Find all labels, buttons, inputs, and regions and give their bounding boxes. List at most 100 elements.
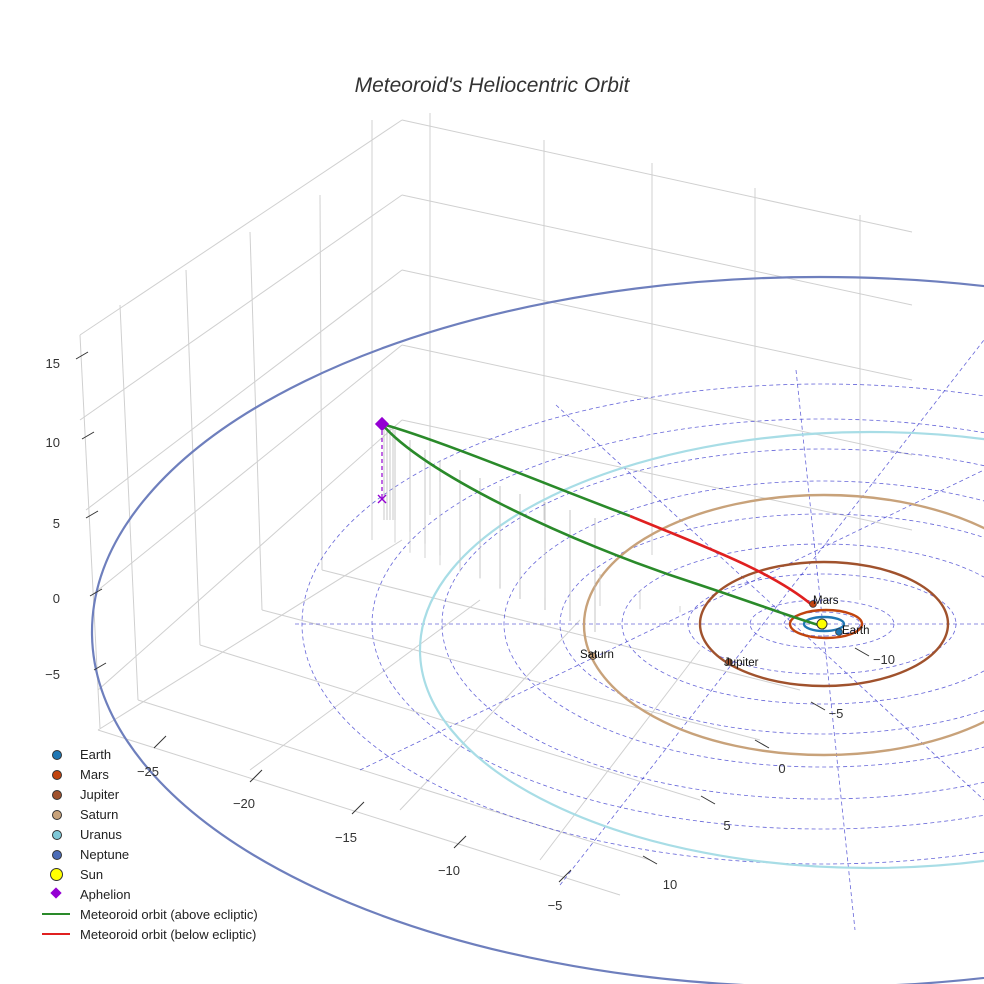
meteoroid-orbit bbox=[380, 422, 823, 632]
box-grid-line bbox=[401, 419, 913, 531]
legend-symbol bbox=[40, 764, 72, 784]
legend-symbol bbox=[40, 924, 72, 944]
legend-label: Mars bbox=[80, 766, 109, 782]
orbit-saturn bbox=[582, 493, 984, 757]
legend-label: Saturn bbox=[80, 806, 119, 822]
planet-orbits bbox=[91, 276, 984, 984]
x-tick-label: −5 bbox=[548, 898, 563, 913]
legend-item-aphelion[interactable]: Aphelion bbox=[40, 884, 258, 904]
box-grid-line bbox=[97, 539, 403, 731]
aphelion-marker bbox=[374, 416, 390, 432]
orbit-uranus bbox=[419, 430, 984, 870]
sun-marker bbox=[816, 618, 828, 630]
box-grid-line bbox=[199, 644, 701, 801]
x-tick-label: −10 bbox=[438, 863, 460, 878]
ecliptic-grid-ring bbox=[441, 448, 984, 800]
legend-item-earth[interactable]: Earth bbox=[40, 744, 258, 764]
z-tick-mark bbox=[85, 510, 99, 519]
y-tick-label: 0 bbox=[778, 761, 785, 776]
box-grid-line bbox=[401, 119, 913, 233]
axes-box bbox=[79, 113, 913, 896]
z-tick-label: −5 bbox=[45, 667, 60, 682]
legend-item-sun[interactable]: Sun bbox=[40, 864, 258, 884]
y-tick-label: 5 bbox=[723, 818, 730, 833]
chart-title: Meteoroid's Heliocentric Orbit bbox=[354, 74, 630, 97]
box-grid-line bbox=[321, 569, 801, 691]
x-tick-mark bbox=[153, 735, 167, 749]
z-tick-mark bbox=[81, 431, 95, 440]
legend-symbol bbox=[40, 824, 72, 844]
aphelion-projection-marker bbox=[377, 494, 387, 504]
meteoroid-orbit-below bbox=[629, 514, 813, 606]
markers: Earth Mars Jupiter Saturn bbox=[374, 416, 870, 669]
ecliptic-grid-spoke bbox=[559, 339, 984, 886]
ecliptic-grid bbox=[295, 339, 984, 931]
ecliptic-grid-spoke bbox=[555, 404, 984, 801]
x-tick-label: −15 bbox=[335, 830, 357, 845]
planet-label-earth: Earth bbox=[842, 625, 870, 637]
box-grid-line bbox=[79, 194, 403, 421]
legend-symbol bbox=[40, 884, 72, 904]
meteoroid-orbit-above bbox=[381, 422, 631, 518]
box-grid-line bbox=[249, 599, 481, 771]
planet-earth-marker bbox=[835, 628, 843, 636]
box-grid-line bbox=[91, 344, 403, 596]
meteoroid-orbit-above bbox=[380, 423, 823, 628]
y-tick-mark bbox=[854, 647, 870, 657]
box-grid-line bbox=[249, 231, 263, 611]
y-tick-mark bbox=[810, 701, 826, 711]
z-tick-mark bbox=[93, 662, 107, 671]
y-tick-mark bbox=[754, 739, 770, 749]
x-tick-label: −20 bbox=[233, 796, 255, 811]
y-tick-label: −10 bbox=[873, 652, 895, 667]
box-grid-line bbox=[97, 419, 403, 691]
legend-label: Jupiter bbox=[80, 786, 120, 802]
x-tick-mark bbox=[453, 835, 467, 849]
z-tick-label: 0 bbox=[53, 591, 60, 606]
legend-label: Uranus bbox=[80, 826, 122, 842]
z-tick-label: 10 bbox=[46, 435, 60, 450]
orbit-earth bbox=[802, 615, 846, 633]
z-tick-mark bbox=[89, 588, 103, 597]
x-tick-mark bbox=[558, 869, 572, 883]
box-grid-line bbox=[401, 194, 913, 306]
y-tick-label: −5 bbox=[829, 706, 844, 721]
legend-symbol bbox=[40, 804, 72, 824]
box-grid-line bbox=[97, 729, 621, 896]
ecliptic-grid-ring bbox=[783, 611, 861, 637]
legend-label: Aphelion bbox=[80, 886, 131, 902]
box-grid-line bbox=[85, 269, 403, 511]
y-tick-mark bbox=[700, 795, 716, 805]
legend-item-saturn[interactable]: Saturn bbox=[40, 804, 258, 824]
orbit-jupiter bbox=[698, 560, 950, 688]
box-grid-line bbox=[79, 119, 403, 336]
legend-item-meteoroid-orbit-below-ecliptic[interactable]: Meteoroid orbit (below ecliptic) bbox=[40, 924, 258, 944]
legend-symbol bbox=[40, 904, 72, 924]
legend-item-neptune[interactable]: Neptune bbox=[40, 844, 258, 864]
legend-symbol bbox=[40, 744, 72, 764]
legend-item-mars[interactable]: Mars bbox=[40, 764, 258, 784]
box-grid-line bbox=[399, 619, 581, 811]
box-grid-line bbox=[185, 269, 201, 646]
planet-saturn-marker bbox=[589, 652, 597, 660]
legend-label: Earth bbox=[80, 746, 112, 762]
legend-symbol bbox=[40, 864, 72, 884]
legend-symbol bbox=[40, 844, 72, 864]
legend-label: Meteoroid orbit (above ecliptic) bbox=[80, 906, 258, 922]
x-tick-label: −25 bbox=[137, 764, 159, 779]
box-grid-line bbox=[319, 194, 323, 571]
x-tick-mark bbox=[249, 769, 263, 783]
y-tick-label: 10 bbox=[663, 877, 677, 892]
ecliptic-grid-spoke bbox=[795, 369, 856, 931]
ecliptic-grid-ring bbox=[559, 513, 984, 735]
legend-symbol bbox=[40, 784, 72, 804]
box-grid-line bbox=[119, 304, 139, 701]
legend-item-uranus[interactable]: Uranus bbox=[40, 824, 258, 844]
box-grid-line bbox=[401, 344, 913, 456]
z-tick-label: 15 bbox=[46, 356, 60, 371]
planet-jupiter-marker bbox=[725, 658, 733, 666]
legend-item-jupiter[interactable]: Jupiter bbox=[40, 784, 258, 804]
ecliptic-grid-ring bbox=[503, 480, 984, 768]
legend-item-meteoroid-orbit-above-ecliptic[interactable]: Meteoroid orbit (above ecliptic) bbox=[40, 904, 258, 924]
box-grid-line bbox=[539, 649, 701, 861]
